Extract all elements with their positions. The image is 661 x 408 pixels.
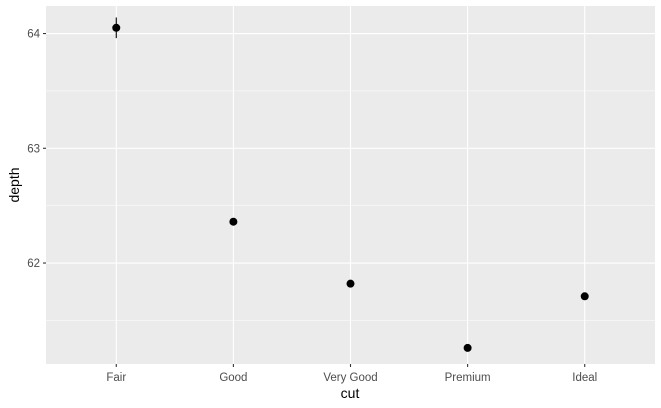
data-point: [229, 217, 238, 226]
y-tick-label: 62: [27, 258, 40, 270]
x-tick-label: Good: [219, 372, 247, 384]
y-axis-title: depth: [6, 167, 22, 202]
data-point: [112, 23, 121, 32]
y-tick-label: 63: [27, 143, 40, 155]
y-axis: 62 63 64: [27, 29, 46, 270]
x-tick-label: Premium: [445, 372, 491, 384]
x-axis-title: cut: [341, 385, 360, 401]
data-points: [112, 23, 589, 352]
data-point: [346, 279, 355, 288]
grid-major-x: [115, 6, 586, 364]
y-tick-label: 64: [27, 29, 40, 41]
x-tick-label: Fair: [106, 372, 126, 384]
x-axis: Fair Good Very Good Premium Ideal: [106, 364, 597, 384]
x-tick-label: Ideal: [572, 372, 597, 384]
x-tick-label: Very Good: [323, 372, 377, 384]
data-point: [580, 292, 589, 301]
data-point: [463, 343, 472, 352]
